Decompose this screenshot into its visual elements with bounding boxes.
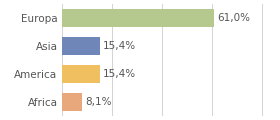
Bar bbox=[62, 65, 100, 83]
Text: 8,1%: 8,1% bbox=[85, 97, 111, 107]
Bar bbox=[62, 9, 214, 27]
Text: 61,0%: 61,0% bbox=[217, 13, 250, 23]
Text: 15,4%: 15,4% bbox=[103, 41, 136, 51]
Bar bbox=[62, 93, 82, 111]
Bar bbox=[62, 37, 100, 55]
Text: 15,4%: 15,4% bbox=[103, 69, 136, 79]
